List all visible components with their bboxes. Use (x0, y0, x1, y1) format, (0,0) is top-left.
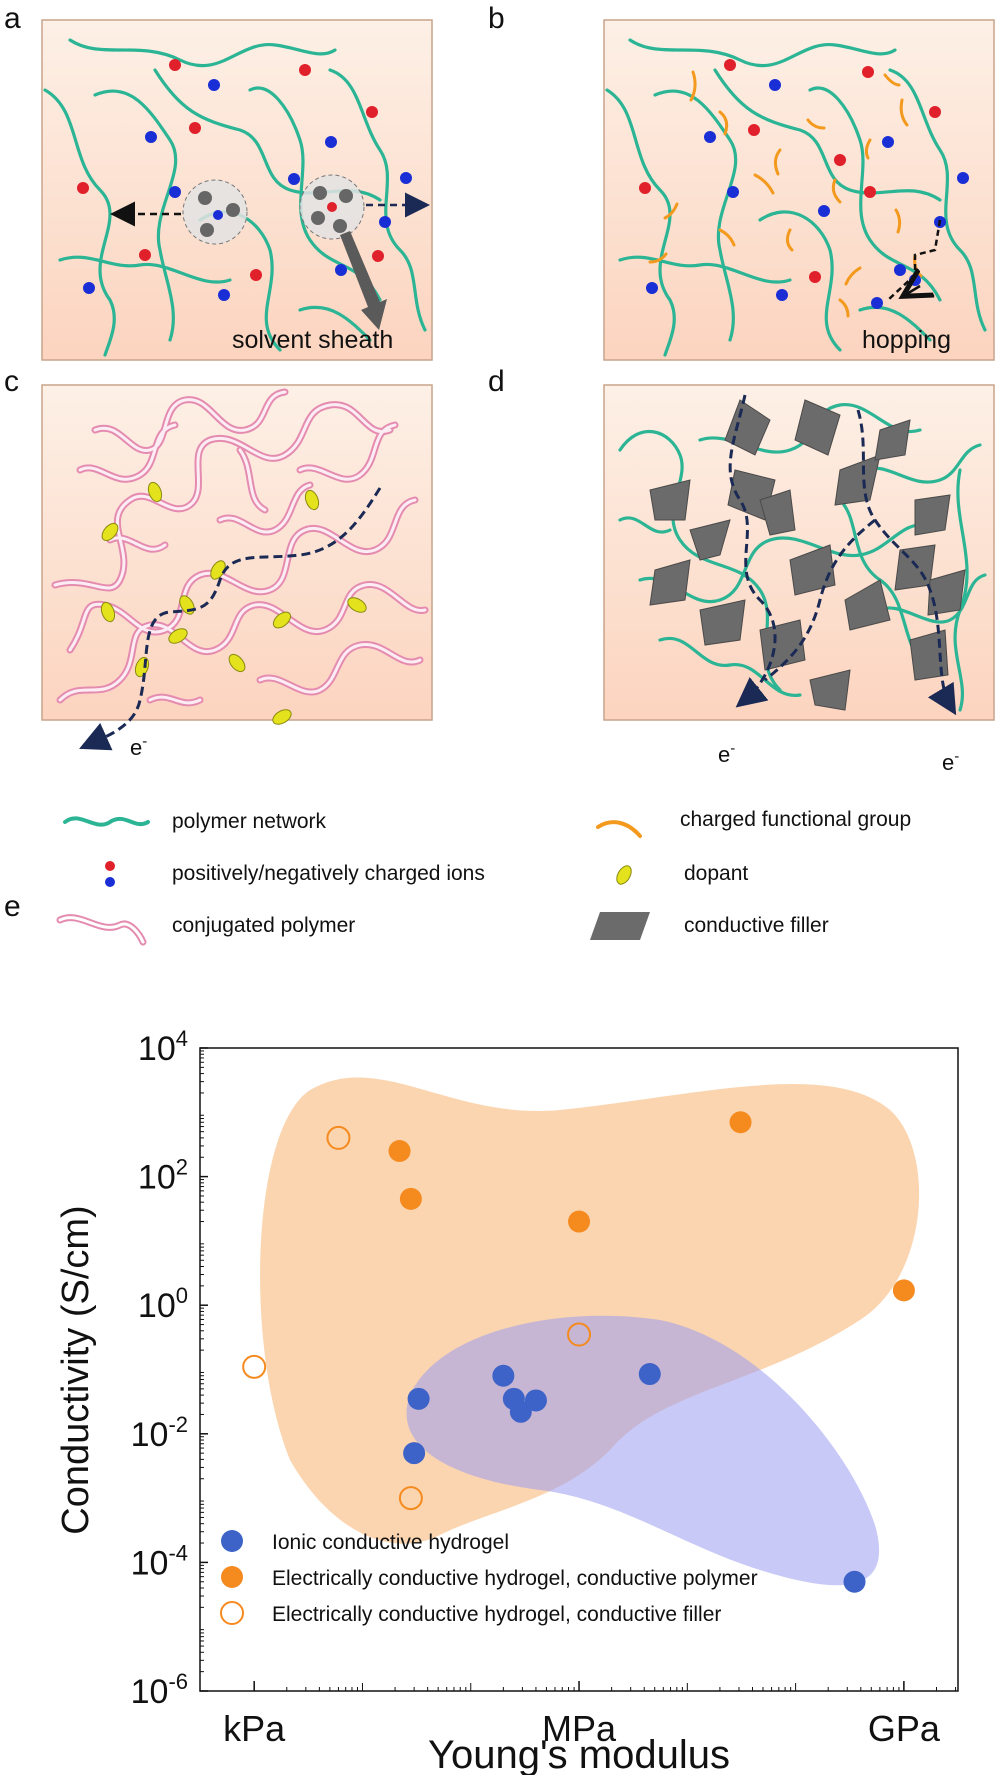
data-point-s0 (524, 1389, 547, 1412)
legend-symbols (56, 816, 650, 946)
x-tick-label: GPa (868, 1708, 941, 1749)
legend-label-s1: Electrically conductive hydrogel, conduc… (272, 1567, 758, 1590)
legend-polymer-network: polymer network (172, 810, 327, 833)
panel-e-letter: e (4, 890, 21, 923)
filler-legend-icon (590, 912, 650, 940)
charged-group-legend-icon (596, 820, 642, 838)
chart-legend: Ionic conductive hydrogel Electrically co… (220, 1530, 758, 1626)
data-point-s2 (242, 1354, 267, 1379)
legend-ions: positively/negatively charged ions (172, 862, 485, 885)
panel-b-caption: hopping (862, 326, 951, 354)
panel-b-letter: b (488, 2, 505, 35)
polymer-network-legend-icon (63, 816, 150, 827)
panel-d-electron-right: e- (942, 748, 959, 775)
data-point-s0 (407, 1387, 430, 1410)
panel-d (603, 384, 995, 721)
legend-label-s2: Electrically conductive hydrogel, conduc… (272, 1603, 721, 1626)
data-point-s1 (892, 1279, 915, 1302)
panel-c-electron: e- (130, 733, 147, 760)
axis-ticks: 104 102 100 10-2 10-4 10-6 kPa MPa GPa (131, 1026, 957, 1749)
x-tick-label: MPa (542, 1708, 617, 1749)
panel-a-caption: solvent sheath (232, 326, 394, 354)
panel-a-letter: a (4, 2, 21, 35)
panel-d-electron-left: e- (718, 740, 735, 767)
negative-ion-legend-icon (105, 877, 115, 887)
data-point-s2 (398, 1486, 423, 1511)
y-axis-label: Conductivity (S/cm) (55, 1205, 97, 1534)
data-point-s1 (388, 1140, 411, 1163)
data-point-s0 (492, 1364, 515, 1387)
conjugated-polymer-legend-icon (56, 914, 147, 946)
legend-marker-s2 (220, 1601, 244, 1625)
dopant-legend-icon (616, 865, 632, 885)
data-point-s1 (568, 1210, 591, 1233)
x-tick-label: kPa (223, 1708, 286, 1749)
data-point-s0 (638, 1363, 661, 1386)
panel-b (603, 19, 995, 361)
data-point-s1 (399, 1187, 422, 1210)
legend-conjugated-polymer: conjugated polymer (172, 914, 356, 937)
data-point-s2 (326, 1125, 351, 1150)
legend-marker-s1 (221, 1566, 243, 1588)
y-tick-label: 102 (138, 1155, 188, 1197)
y-tick-label: 10-2 (131, 1412, 188, 1454)
y-tick-label: 104 (138, 1026, 188, 1068)
data-point-s0 (843, 1570, 866, 1593)
legend-label-s0: Ionic conductive hydrogel (272, 1531, 509, 1554)
data-points (242, 1111, 915, 1593)
legend-charged-group: charged functional group (680, 808, 912, 831)
x-axis-label: Young's modulus (428, 1733, 730, 1775)
legend-marker-s0 (221, 1530, 243, 1552)
y-tick-label: 10-6 (131, 1669, 188, 1711)
data-point-s1 (729, 1111, 752, 1134)
panel-d-letter: d (488, 365, 505, 398)
legend-conductive-filler: conductive filler (684, 914, 829, 937)
panel-c-letter: c (4, 365, 19, 398)
legend-dopant: dopant (684, 862, 749, 885)
y-tick-label: 100 (138, 1283, 188, 1325)
data-point-s0 (403, 1442, 426, 1465)
y-tick-label: 10-4 (131, 1540, 188, 1582)
ionic-region (406, 1315, 880, 1586)
positive-ion-legend-icon (105, 861, 115, 871)
panel-a (41, 19, 433, 361)
data-point-s2 (567, 1322, 592, 1347)
conductivity-chart: 104 102 100 10-2 10-4 10-6 kPa MPa GPa Ionic con… (131, 1026, 959, 1749)
data-point-s0 (509, 1400, 532, 1423)
panel-c (41, 384, 433, 751)
